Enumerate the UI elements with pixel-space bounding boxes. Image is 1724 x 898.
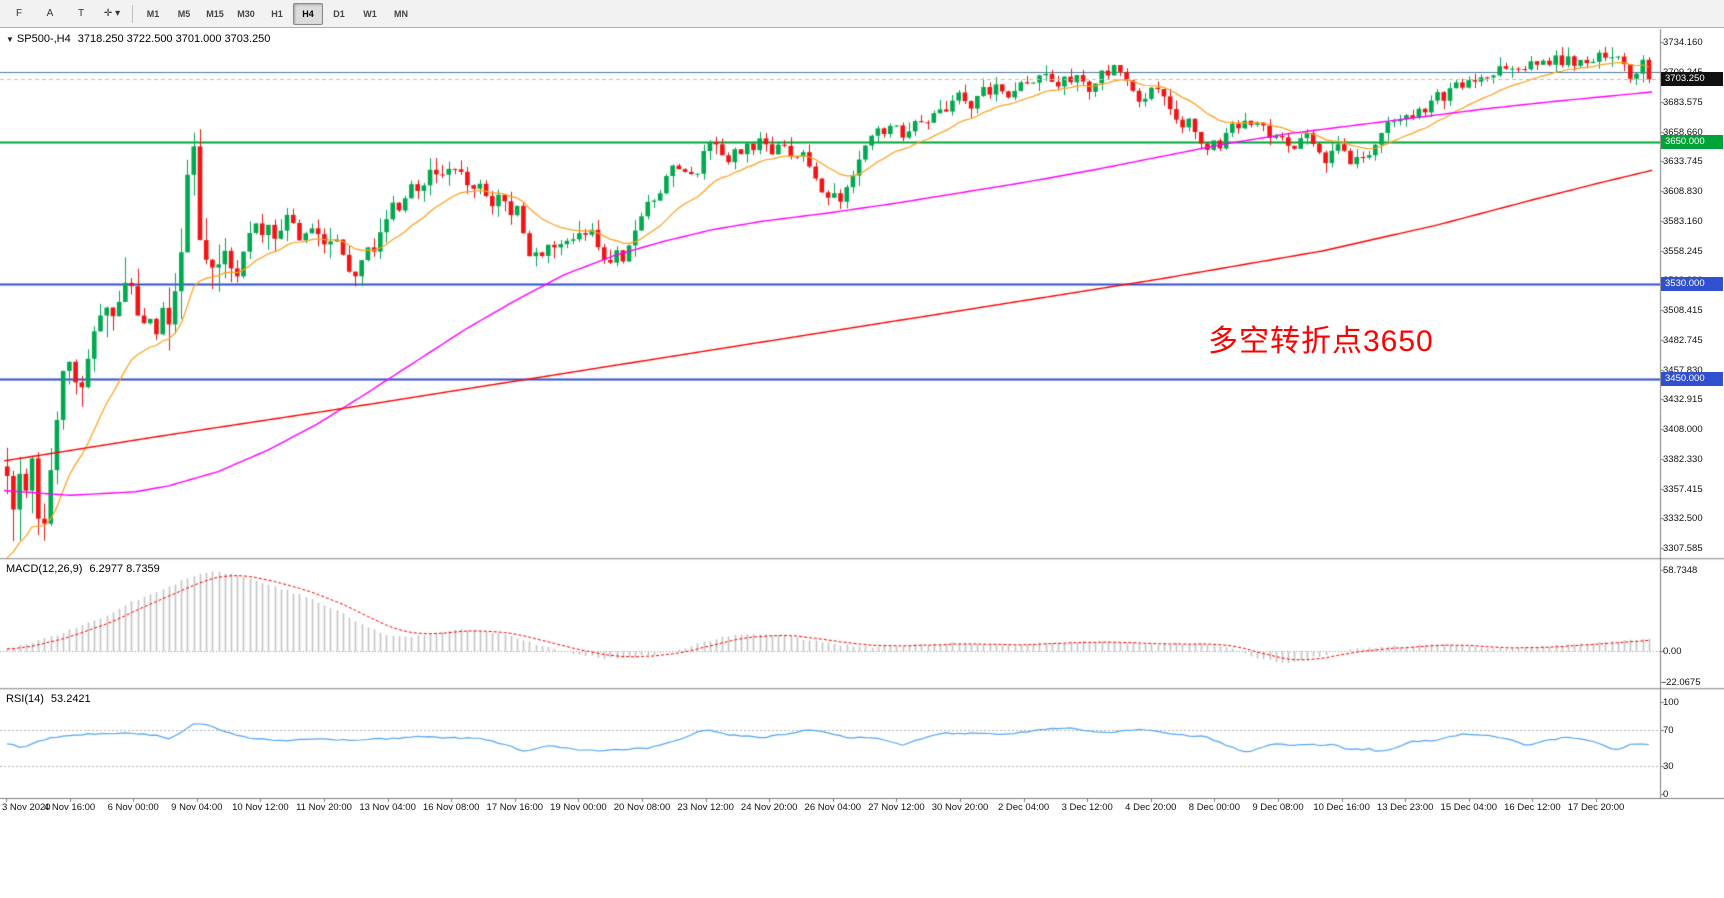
rsi-value: 53.2421 (50, 693, 91, 705)
timeframe-button-w1[interactable]: W1 (363, 8, 377, 19)
timeframe-button-m30[interactable]: M30 (237, 8, 255, 19)
draw-tools-button[interactable]: ✛ ▾ (103, 8, 121, 19)
rsi-pane-label: RSI(14) 53.2421 (6, 693, 91, 705)
timeframe-button-d1[interactable]: D1 (333, 8, 345, 19)
collapse-icon[interactable]: ▼ (6, 35, 14, 44)
toolbar: F A T ✛ ▾ M1 M5 M15 M30 H1 H4 D1 W1 MN (0, 0, 1724, 28)
hline-badge-3530: 3530.000 (1661, 277, 1723, 292)
hline-badge-3450: 3450.000 (1661, 372, 1723, 387)
macd-pane-label: MACD(12,26,9) 6.2977 8.7359 (6, 563, 160, 575)
timeframe-button-m5[interactable]: M5 (177, 8, 191, 19)
symbol-timeframe-label: SP500-,H4 (16, 33, 71, 45)
timeframe-button-m1[interactable]: M1 (146, 8, 160, 19)
font-tool-button[interactable]: A (46, 8, 54, 19)
ohlc-values: 3718.250 3722.500 3701.000 3703.250 (77, 33, 271, 45)
macd-values: 6.2977 8.7359 (89, 563, 160, 575)
text-label-button[interactable]: T (77, 8, 85, 19)
timeframe-button-h4[interactable]: H4 (293, 2, 323, 25)
templates-button[interactable]: F (15, 8, 23, 19)
current-price-badge: 3703.250 (1661, 71, 1723, 86)
timeframe-button-h1[interactable]: H1 (271, 8, 283, 19)
annotation-text[interactable]: 多空转折点3650 (1208, 325, 1434, 358)
toolbar-separator (132, 4, 133, 23)
macd-indicator-label: MACD(12,26,9) (6, 563, 83, 575)
rsi-indicator-label: RSI(14) (6, 693, 44, 705)
timeframe-button-mn[interactable]: MN (394, 8, 408, 19)
chart-title: ▼ SP500-,H4 3718.250 3722.500 3701.000 370… (6, 33, 270, 45)
timeframe-button-m15[interactable]: M15 (206, 8, 224, 19)
hline-badge-3650: 3650.000 (1661, 134, 1723, 149)
